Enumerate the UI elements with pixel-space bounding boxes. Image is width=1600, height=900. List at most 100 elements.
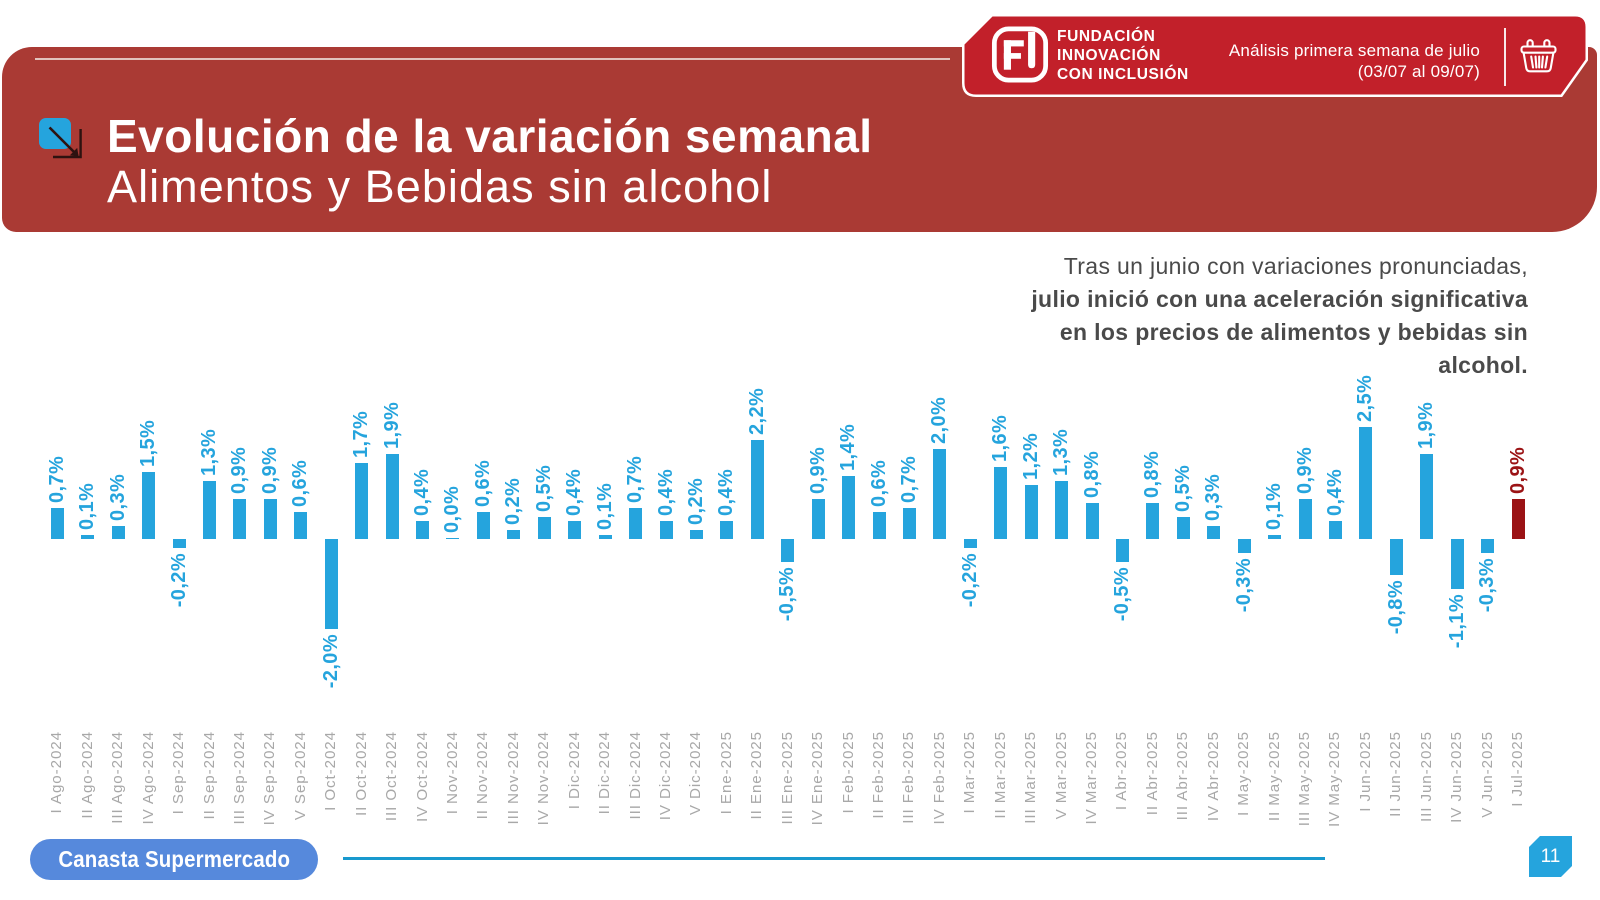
bar-value-label: 0,9% bbox=[258, 446, 281, 494]
bar bbox=[416, 521, 430, 539]
x-axis-label: III Oct-2024 bbox=[383, 731, 401, 822]
bar-value-label: 0,6% bbox=[867, 459, 890, 507]
footer-divider-line bbox=[343, 857, 1325, 860]
x-axis-label: II Feb-2025 bbox=[870, 731, 887, 819]
bar bbox=[994, 467, 1008, 539]
bar-value-label: 1,3% bbox=[1050, 428, 1073, 476]
x-axis-label: IV Abr-2025 bbox=[1204, 731, 1222, 822]
bar-value-label: 0,6% bbox=[471, 459, 494, 507]
bar bbox=[507, 530, 521, 539]
brand-badge: FUNDACIÓN INNOVACIÓN CON INCLUSIÓN Análi… bbox=[962, 14, 1588, 97]
x-axis-label: I Nov-2024 bbox=[443, 731, 461, 815]
analysis-line: (03/07 al 09/07) bbox=[1357, 62, 1480, 81]
bar bbox=[537, 516, 551, 539]
analysis-period-note: Análisis primera semana de julio (03/07 … bbox=[1229, 40, 1480, 82]
bar bbox=[811, 498, 825, 539]
bar-value-label: 0,5% bbox=[1171, 464, 1194, 512]
bar-value-label: 0,9% bbox=[806, 446, 829, 494]
bar bbox=[385, 453, 399, 539]
bar bbox=[1176, 516, 1190, 539]
bar-value-label: 1,7% bbox=[350, 410, 373, 458]
bar-value-label: 1,3% bbox=[198, 428, 221, 476]
x-axis-label: II Sep-2024 bbox=[200, 731, 218, 820]
bar bbox=[1268, 534, 1282, 539]
badge-divider bbox=[1504, 28, 1506, 86]
bar-value-label: 0,9% bbox=[1506, 446, 1529, 494]
annotation-line: en los precios de alimentos y bebidas si… bbox=[1059, 319, 1528, 345]
bar-value-label: 2,2% bbox=[745, 387, 768, 435]
bar-value-label: 0,4% bbox=[715, 468, 738, 516]
x-axis-label: II Ene-2025 bbox=[748, 731, 766, 820]
bar bbox=[689, 530, 703, 539]
annotation-line: alcohol. bbox=[1438, 352, 1528, 378]
bar-value-label: 1,5% bbox=[137, 419, 160, 467]
x-axis-label: III Dic-2024 bbox=[626, 731, 644, 820]
bar-value-label: 0,1% bbox=[1263, 482, 1286, 530]
x-axis-label: IV Sep-2024 bbox=[261, 731, 279, 826]
bar-value-label: 0,9% bbox=[1293, 446, 1316, 494]
x-axis-label: IV Mar-2025 bbox=[1083, 731, 1101, 825]
x-axis-label: IV Nov-2024 bbox=[535, 731, 553, 826]
bar bbox=[1298, 498, 1312, 539]
bar bbox=[568, 521, 582, 539]
x-axis-label: II Ago-2024 bbox=[78, 731, 96, 819]
shopping-basket-icon bbox=[1520, 39, 1557, 73]
bar bbox=[659, 521, 673, 539]
x-axis-label: II May-2025 bbox=[1265, 731, 1283, 822]
bar-value-label: 0,4% bbox=[411, 468, 434, 516]
bar-value-label: 0,9% bbox=[228, 446, 251, 494]
bar bbox=[172, 539, 186, 548]
org-name: FUNDACIÓN INNOVACIÓN CON INCLUSIÓN bbox=[1057, 27, 1189, 85]
bar bbox=[1237, 539, 1251, 553]
analysis-line: Análisis primera semana de julio bbox=[1228, 41, 1480, 60]
bar bbox=[142, 471, 156, 539]
x-axis-label: III Sep-2024 bbox=[230, 731, 248, 825]
bar bbox=[1450, 539, 1464, 589]
bar-value-label: 1,4% bbox=[837, 423, 860, 471]
bar bbox=[720, 521, 734, 539]
bar bbox=[50, 507, 64, 539]
bar bbox=[598, 534, 612, 539]
x-axis-label: I Dic-2024 bbox=[565, 731, 583, 810]
bar bbox=[1328, 521, 1342, 539]
x-axis-label: II Dic-2024 bbox=[596, 731, 614, 815]
bar-value-label: 0,0% bbox=[441, 485, 464, 533]
bar-value-label: 0,6% bbox=[289, 459, 312, 507]
x-axis-label: III Mar-2025 bbox=[1022, 731, 1040, 824]
bar bbox=[963, 539, 977, 548]
chart-decrease-icon bbox=[39, 118, 82, 159]
x-axis-label: IV Ene-2025 bbox=[809, 731, 827, 826]
annotation-line: julio inició con una aceleración signifi… bbox=[1031, 286, 1528, 312]
org-name-line: INNOVACIÓN bbox=[1057, 47, 1161, 65]
bar-value-label: -2,0% bbox=[319, 634, 342, 689]
x-axis-label: V Sep-2024 bbox=[291, 731, 309, 821]
bar-value-label: 0,4% bbox=[563, 468, 586, 516]
x-axis-label: III Abr-2025 bbox=[1174, 731, 1192, 821]
x-axis-label: I Ene-2025 bbox=[717, 731, 735, 815]
org-name-line: FUNDACIÓN bbox=[1057, 28, 1156, 45]
bar-value-label: -0,3% bbox=[1476, 557, 1499, 612]
page-number: 11 bbox=[1540, 845, 1561, 867]
bar-value-label: 0,4% bbox=[1323, 468, 1346, 516]
x-axis-label: IV Jun-2025 bbox=[1448, 731, 1466, 823]
bar bbox=[1115, 539, 1129, 562]
bar-value-label: 2,0% bbox=[928, 396, 951, 444]
bar bbox=[1359, 426, 1373, 539]
bar-value-label: 0,2% bbox=[684, 477, 707, 525]
x-axis-label: III Feb-2025 bbox=[900, 731, 918, 824]
bar bbox=[629, 507, 643, 539]
bar-value-label: 1,6% bbox=[989, 414, 1012, 462]
x-axis-label: I Oct-2024 bbox=[322, 731, 340, 811]
x-axis-label: V Jun-2025 bbox=[1478, 731, 1496, 818]
x-axis-label: IV Dic-2024 bbox=[657, 731, 674, 821]
page-title: Evolución de la variación semanal bbox=[107, 109, 873, 162]
bar-value-label: -0,2% bbox=[167, 553, 190, 608]
x-axis-label: IV May-2025 bbox=[1326, 731, 1344, 828]
bar bbox=[1024, 485, 1038, 539]
banner-accent-line bbox=[35, 58, 950, 60]
bar-value-label: 0,7% bbox=[45, 455, 68, 503]
x-axis-label: IV Feb-2025 bbox=[930, 731, 948, 825]
bar bbox=[1055, 480, 1069, 539]
bar-value-label: 0,7% bbox=[624, 455, 647, 503]
